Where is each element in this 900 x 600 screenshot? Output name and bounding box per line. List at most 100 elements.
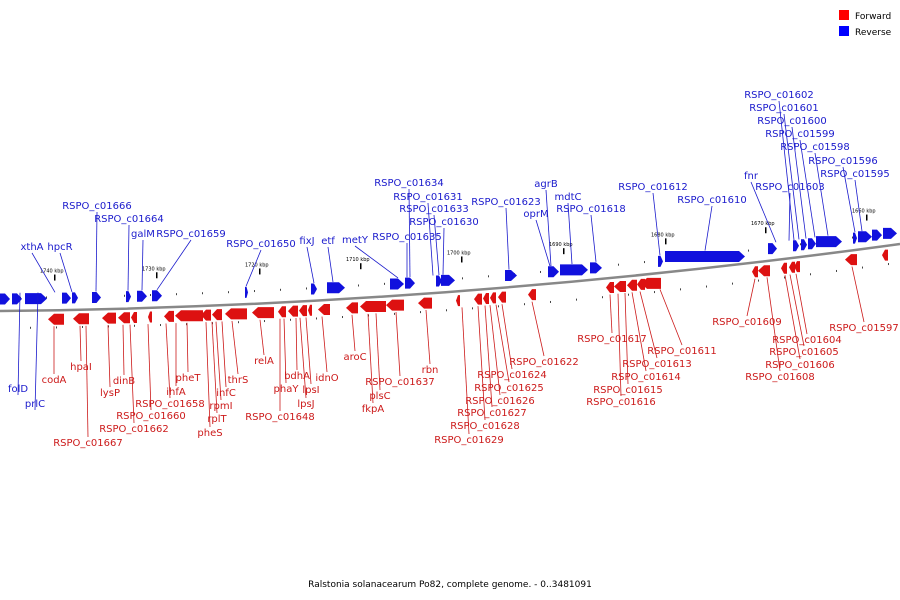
leader-line (259, 319, 265, 356)
minor-tick (160, 324, 161, 327)
minor-tick (758, 279, 759, 282)
gene-label: rbn (422, 365, 439, 376)
gene-label: RSPO_c01613 (622, 359, 692, 370)
leader-line (477, 306, 486, 421)
reverse-gene-arrow (405, 277, 415, 289)
leader-line (354, 245, 399, 279)
leader-line (129, 324, 135, 424)
forward-gene-arrow (752, 266, 758, 278)
minor-tick (254, 290, 255, 293)
gene-label: RSPO_c01599 (765, 129, 835, 140)
minor-tick (82, 325, 83, 328)
leader-line (215, 321, 222, 401)
gene-label: RSPO_c01600 (757, 116, 827, 127)
gene-label: RSPO_c01660 (116, 411, 186, 422)
gene-label: RSPO_c01625 (474, 383, 544, 394)
minor-tick (358, 284, 359, 287)
forward-gene-arrow (360, 301, 386, 313)
gene-label: fkpA (362, 404, 385, 415)
leader-line (306, 246, 315, 284)
minor-tick (446, 309, 447, 312)
reverse-gene-labels: folD prlC xthA hpcR RSPO_c01666 RSPO_c01664ga… (8, 90, 890, 411)
gene-label: RSPO_c01637 (365, 377, 435, 388)
minor-tick (888, 263, 889, 266)
minor-tick (680, 288, 681, 291)
leader-line (795, 273, 808, 335)
minor-tick (30, 326, 31, 329)
gene-label: mdtC (555, 192, 582, 203)
gene-label: RSPO_c01603 (755, 182, 825, 193)
gene-label: RSPO_c01633 (399, 204, 469, 215)
leader-line (367, 313, 374, 404)
gene-label: idnO (315, 373, 338, 384)
reverse-gene-arrow (245, 286, 248, 298)
leader-line (327, 246, 334, 283)
reverse-gene-arrow (25, 293, 47, 305)
forward-gene-arrow (201, 309, 211, 321)
minor-tick (852, 236, 853, 239)
leader-line (783, 113, 800, 240)
gene-label: hpaI (70, 362, 92, 373)
gene-label: RSPO_c01616 (586, 397, 656, 408)
forward-gene-arrow (882, 249, 888, 261)
gene-label: RSPO_c01648 (245, 412, 315, 423)
leader-line (535, 219, 551, 267)
forward-gene-arrow (781, 262, 787, 274)
leader-line (484, 305, 493, 408)
gene-label: RSPO_c01666 (62, 201, 132, 212)
leader-line (854, 179, 863, 232)
forward-gene-arrow (131, 312, 137, 324)
minor-tick (862, 266, 863, 269)
reverse-gene-arrow (658, 255, 663, 267)
reverse-gene-arrow (62, 292, 71, 304)
leader-line (590, 214, 597, 262)
leader-line (31, 252, 56, 293)
gene-label: RSPO_c01617 (577, 334, 647, 345)
forward-gene-arrow (278, 306, 286, 318)
minor-tick (420, 311, 421, 314)
tick-label: 1720 kbp (245, 262, 269, 268)
gene-label: RSPO_c01615 (593, 385, 663, 396)
leader-line (778, 100, 795, 241)
gene-label: RSPO_c01612 (618, 182, 688, 193)
forward-gene-arrow (794, 261, 800, 273)
gene-label: metY (342, 235, 369, 246)
gene-label: galM (131, 229, 155, 240)
gene-label: lysP (100, 388, 120, 399)
gene-label: hpcR (47, 242, 72, 253)
reverse-gene-arrow (0, 293, 10, 305)
gene-label: RSPO_c01618 (556, 204, 626, 215)
leader-line (141, 239, 144, 291)
gene-label: agrB (534, 179, 558, 190)
tick-label: 1710 kbp (346, 257, 370, 263)
tick-mark (54, 274, 56, 281)
forward-gene-arrow (483, 292, 489, 304)
minor-tick (644, 261, 645, 264)
leader-line (750, 181, 777, 243)
leader-line (461, 307, 470, 435)
minor-tick (540, 270, 541, 273)
gene-label: RSPO_c01596 (808, 156, 878, 167)
leader-line (784, 275, 801, 360)
reverse-gene-arrow (92, 291, 101, 303)
reverse-gene-arrow (441, 274, 455, 286)
minor-tick (836, 269, 837, 272)
leader-line (545, 189, 552, 267)
leader-line (495, 304, 510, 383)
leader-line (186, 322, 189, 373)
leader-line (205, 322, 211, 428)
tick-mark (360, 263, 362, 270)
leader-line (245, 249, 262, 287)
gene-label: prlC (25, 399, 45, 410)
leader-line (501, 304, 513, 370)
minor-tick (628, 293, 629, 296)
forward-gene-arrow (288, 305, 298, 317)
leader-line (165, 323, 171, 399)
gene-label: lpsI (302, 385, 319, 396)
leader-line (652, 192, 661, 256)
minor-tick (654, 291, 655, 294)
leader-line (746, 278, 756, 317)
minor-tick (212, 322, 213, 325)
gene-label: etf (321, 236, 335, 247)
gene-label: rplT (207, 414, 227, 425)
